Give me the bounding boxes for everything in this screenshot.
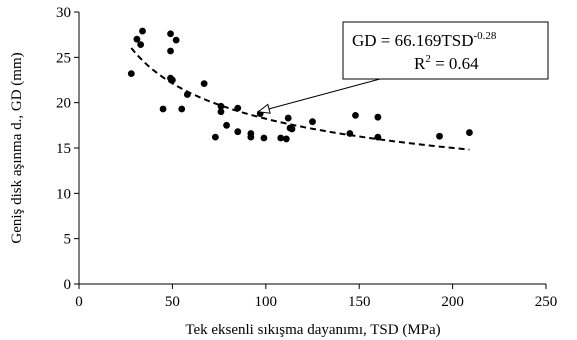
- y-tick-label: 0: [64, 277, 72, 293]
- data-point: [217, 108, 225, 116]
- data-point: [352, 111, 359, 119]
- data-point: [159, 105, 167, 113]
- x-tick-group: 0 50 100 150 200 250: [75, 284, 557, 310]
- x-tick-label: 50: [165, 294, 180, 310]
- data-point: [139, 27, 146, 35]
- equation-formula: GD = 66.169TSD: [352, 31, 474, 50]
- y-tick-label: 10: [56, 186, 71, 202]
- equation-exponent: -0.28: [474, 30, 497, 42]
- x-tick-label: 150: [348, 294, 371, 310]
- data-point: [137, 41, 145, 49]
- data-point: [217, 102, 225, 110]
- data-point: [167, 47, 174, 55]
- data-point: [200, 80, 208, 88]
- data-point: [436, 132, 443, 140]
- r-squared-label: R: [414, 54, 426, 73]
- data-point: [178, 105, 186, 113]
- arrow-line: [258, 78, 381, 113]
- data-point: [309, 118, 316, 126]
- equation-line-1: GD = 66.169TSD-0.28: [352, 30, 497, 50]
- x-tick-label: 200: [441, 294, 464, 310]
- data-point: [288, 125, 296, 133]
- y-tick-label: 25: [56, 50, 71, 66]
- r-squared-value: = 0.64: [431, 54, 479, 73]
- data-point: [167, 30, 174, 38]
- y-tick-label: 30: [56, 5, 71, 21]
- data-point: [284, 114, 292, 122]
- data-point: [223, 121, 230, 129]
- data-point: [374, 113, 382, 121]
- annotation-arrow: [257, 78, 381, 114]
- arrow-head: [257, 103, 271, 114]
- data-point: [172, 36, 180, 44]
- x-tick-label: 250: [535, 294, 558, 310]
- y-tick-label: 20: [56, 96, 71, 112]
- trendline: [130, 47, 470, 151]
- equation-line-2: R2 = 0.64: [414, 53, 479, 73]
- x-axis-title: Tek eksenli sıkışma dayanımı, TSD (MPa): [185, 322, 440, 338]
- r-squared-exponent: 2: [425, 53, 431, 65]
- x-tick-label: 100: [255, 294, 278, 310]
- data-point: [234, 128, 242, 136]
- x-tick-label: 0: [75, 294, 83, 310]
- data-point: [260, 134, 268, 142]
- equation-box: GD = 66.169TSD-0.28 R2 = 0.64: [342, 21, 549, 80]
- equation-box-frame: [342, 21, 549, 80]
- y-axis-title: Geniş disk aşınma d., GD (mm): [9, 52, 25, 243]
- data-point: [277, 134, 285, 142]
- y-tick-label: 5: [64, 232, 72, 248]
- data-point: [211, 133, 219, 141]
- data-point: [466, 129, 473, 136]
- y-tick-group: 0 5 10 15 20 25 30: [56, 5, 79, 293]
- data-point: [127, 70, 135, 78]
- y-tick-label: 15: [56, 141, 71, 157]
- data-point: [133, 35, 141, 43]
- data-point: [247, 133, 255, 141]
- data-point: [282, 135, 290, 143]
